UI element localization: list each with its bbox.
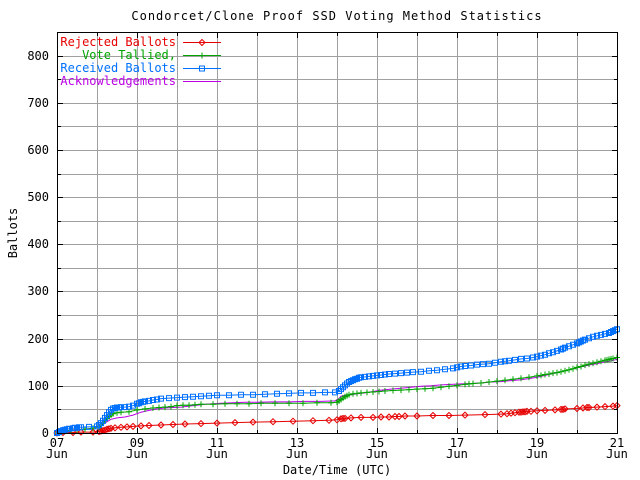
plot-border bbox=[57, 32, 618, 434]
legend-item: Rejected Ballots bbox=[57, 36, 222, 49]
y-tick-label: 100 bbox=[27, 379, 49, 393]
x-axis-label: Date/Time (UTC) bbox=[282, 463, 392, 477]
legend-item: Acknowledgements bbox=[57, 75, 222, 88]
y-tick-label: 500 bbox=[27, 190, 49, 204]
x-tick-label: 17 Jun bbox=[446, 436, 468, 461]
y-tick-label: 700 bbox=[27, 96, 49, 110]
legend-none-marker-icon bbox=[183, 81, 221, 82]
legend-item: Vote Tallied, bbox=[57, 49, 222, 62]
y-tick-label: 300 bbox=[27, 284, 49, 298]
legend-label: Received Ballots bbox=[60, 61, 176, 75]
x-tick-label: 19 Jun bbox=[526, 436, 548, 461]
series-received-ballots bbox=[54, 326, 620, 436]
legend-diamond-marker-icon bbox=[183, 38, 221, 47]
chart-title: Condorcet/Clone Proof SSD Voting Method … bbox=[131, 9, 543, 23]
x-tick-label: 13 Jun bbox=[286, 436, 308, 461]
legend-item: Received Ballots bbox=[57, 62, 222, 75]
legend-label: Acknowledgements bbox=[60, 74, 176, 88]
legend: Rejected Ballots Vote Tallied, Received Ba… bbox=[57, 36, 222, 88]
legend-label: Vote Tallied, bbox=[82, 48, 176, 62]
x-tick-label: 07 Jun bbox=[46, 436, 68, 461]
x-tick-label: 21 Jun bbox=[606, 436, 628, 461]
legend-plus-marker-icon bbox=[183, 52, 221, 59]
x-tick-label: 15 Jun bbox=[366, 436, 388, 461]
y-tick-label: 600 bbox=[27, 143, 49, 157]
y-tick-label: 800 bbox=[27, 49, 49, 63]
x-tick-label: 11 Jun bbox=[206, 436, 228, 461]
x-tick-label: 09 Jun bbox=[126, 436, 148, 461]
y-tick-label: 0 bbox=[41, 426, 49, 440]
legend-square-marker-icon bbox=[183, 65, 221, 72]
grid-lines bbox=[57, 32, 617, 433]
y-tick-label: 200 bbox=[27, 332, 49, 346]
legend-label: Rejected Ballots bbox=[60, 35, 176, 49]
y-tick-label: 400 bbox=[27, 237, 49, 251]
